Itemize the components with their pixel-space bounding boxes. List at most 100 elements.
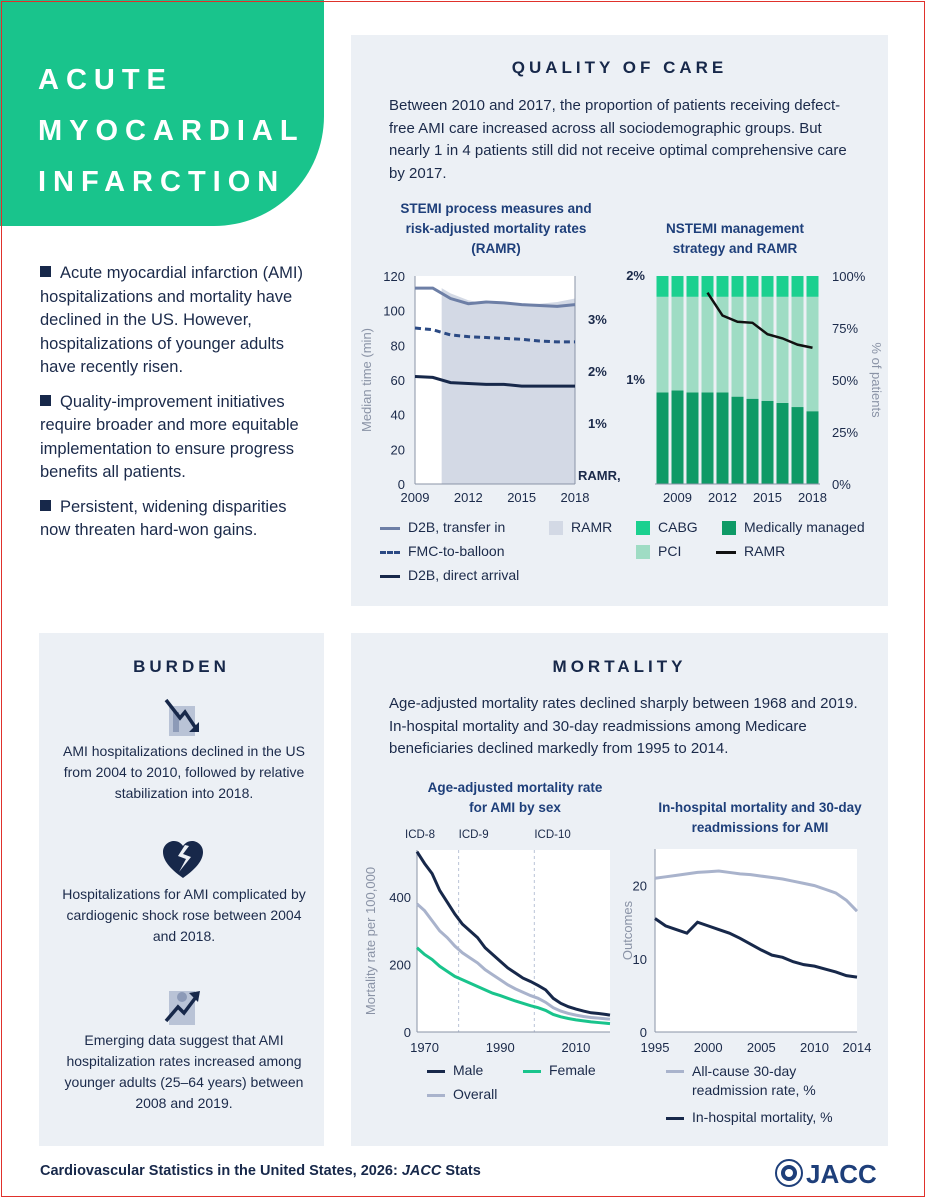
- legend-fmc: FMC-to-balloon: [380, 543, 504, 559]
- bar-medically-managed: [746, 398, 759, 484]
- bar-cabg: [746, 276, 759, 297]
- legend-ramr-area: RAMR: [549, 519, 613, 536]
- legend-male: Male: [427, 1062, 483, 1078]
- bar-pci: [791, 296, 804, 408]
- legend-swatch: [427, 1093, 445, 1097]
- nstemi-chart-title: NSTEMI management strategy and RAMR: [665, 221, 805, 256]
- y-axis-label: Outcomes: [620, 900, 635, 960]
- bullet-item: Quality-improvement initiatives require …: [40, 391, 310, 485]
- bar-cabg: [806, 276, 819, 297]
- icd-label: ICD-9: [459, 829, 489, 841]
- y-tick-label: 400: [389, 890, 411, 905]
- inhosp-chart: 0 10 20 1995 2000 2005 2010 2014 Outcomes: [620, 849, 872, 1055]
- burden-text-1: AMI hospitalizations declined in the US …: [62, 743, 306, 801]
- y-tick-label: 0: [404, 1025, 411, 1040]
- y-axis-label: Median time (min): [359, 328, 374, 432]
- title-line-2: MYOCARDIAL: [38, 115, 305, 147]
- bar-pci: [671, 296, 684, 391]
- fmc-line: [414, 326, 575, 344]
- legend-swatch: [380, 574, 400, 578]
- footer-text: Cardiovascular Statistics in the United …: [40, 1163, 402, 1179]
- legend-ramr-line: RAMR: [716, 543, 785, 559]
- jacc-logo-mark: JACC: [775, 1159, 877, 1189]
- jacc-logo[interactable]: JACC: [774, 1156, 894, 1195]
- y-tick-label: 20: [391, 442, 405, 457]
- y-tick-label: 120: [383, 269, 405, 284]
- legend-inhosp-mortality: In-hospital mortality, %: [666, 1109, 833, 1125]
- bar-pci: [776, 296, 789, 403]
- x-tick-label: 2018: [798, 490, 827, 505]
- legend-swatch: [716, 550, 736, 554]
- inhosp-mortality-line: [654, 917, 858, 979]
- x-tick-label: 2014: [843, 1040, 872, 1055]
- y-tick-label: 50%: [832, 373, 858, 388]
- footer-journal: JACC: [401, 1163, 442, 1179]
- icd-label: ICD-10: [534, 829, 570, 841]
- square-bullet-icon: [40, 394, 51, 406]
- icd-label: ICD-8: [405, 829, 435, 841]
- legend-swatch: [427, 1069, 445, 1073]
- x-tick-label: 1995: [641, 1040, 670, 1055]
- y-axis-label: % of patients: [869, 342, 884, 418]
- bar-medically-managed: [701, 392, 714, 484]
- x-tick-label: 2015: [507, 490, 536, 505]
- broken-heart-icon: [163, 841, 203, 878]
- legend-label: Female: [549, 1062, 596, 1078]
- key-points: Acute myocardial infarction (AMI) hospit…: [40, 262, 310, 554]
- y-tick-label: 0: [640, 1025, 647, 1040]
- bar-pci: [806, 296, 819, 412]
- bar-medically-managed: [656, 392, 669, 484]
- quality-text: Between 2010 and 2017, the proportion of…: [389, 97, 847, 182]
- x-tick-label: 1970: [410, 1040, 439, 1055]
- mortality-text: Age-adjusted mortality rates declined sh…: [389, 695, 858, 757]
- legend-swatch: [380, 526, 400, 530]
- readmission-line: [654, 869, 859, 913]
- bar-medically-managed: [791, 407, 804, 484]
- sex-chart-title: Age-adjusted mortality rate for AMI by s…: [427, 780, 603, 815]
- female-line: [416, 946, 611, 1026]
- y-tick-label: 100: [383, 304, 405, 319]
- bar-pci: [656, 296, 669, 393]
- bullet-text: Quality-improvement initiatives require …: [40, 392, 299, 482]
- legend-swatch: [549, 521, 563, 536]
- legend-label: Male: [453, 1062, 484, 1078]
- plot-area: [655, 849, 857, 1032]
- legend-label: D2B, transfer in: [408, 519, 506, 535]
- bar-cabg: [671, 276, 684, 297]
- x-tick-label: 2009: [663, 490, 692, 505]
- male-line: [415, 850, 611, 1017]
- legend-swatch: [380, 550, 400, 554]
- bullet-item: Persistent, widening disparities now thr…: [40, 496, 310, 543]
- bar-cabg: [716, 276, 729, 297]
- mortality-title: MORTALITY: [552, 657, 687, 676]
- bar-medically-managed: [686, 392, 699, 484]
- d2b-transfer-line: [415, 286, 576, 308]
- legend-swatch: [666, 1070, 684, 1073]
- y-tick-label: 60: [391, 373, 405, 388]
- legend-overall: Overall: [427, 1086, 497, 1102]
- x-tick-label: 2010: [800, 1040, 829, 1055]
- burden-text-2: Hospitalizations for AMI complicated by …: [62, 886, 306, 944]
- stemi-chart: 0 20 40 60 80 100 120 2009 2012 2015 2018 1% 2% 3% RAM…: [359, 269, 620, 505]
- y-tick-label: 0%: [832, 477, 851, 492]
- legend-swatch: [636, 545, 650, 560]
- d2b-direct-line: [414, 375, 575, 388]
- quality-title: QUALITY OF CARE: [511, 58, 728, 77]
- bar-pci: [686, 296, 699, 393]
- legend-label: RAMR: [571, 519, 613, 535]
- bar-cabg: [701, 276, 714, 297]
- burden-text-3: Emerging data suggest that AMI hospitali…: [64, 1032, 304, 1111]
- y-tick-label: 40: [391, 408, 405, 423]
- footer-citation: Cardiovascular Statistics in the United …: [40, 1163, 481, 1179]
- bullet-text: Persistent, widening disparities now thr…: [40, 497, 287, 540]
- bar-cabg: [686, 276, 699, 297]
- x-tick-label: 2012: [708, 490, 737, 505]
- bar-medically-managed: [716, 392, 729, 484]
- jacc-logo-text: JACC: [806, 1159, 877, 1189]
- bar-pci: [746, 296, 759, 399]
- x-tick-label: 2015: [753, 490, 782, 505]
- bar-cabg: [731, 276, 744, 297]
- legend-label: CABG: [658, 519, 698, 535]
- y-axis-label: Mortality rate per 100,000: [363, 867, 378, 1015]
- y-tick-label: 0: [398, 477, 405, 492]
